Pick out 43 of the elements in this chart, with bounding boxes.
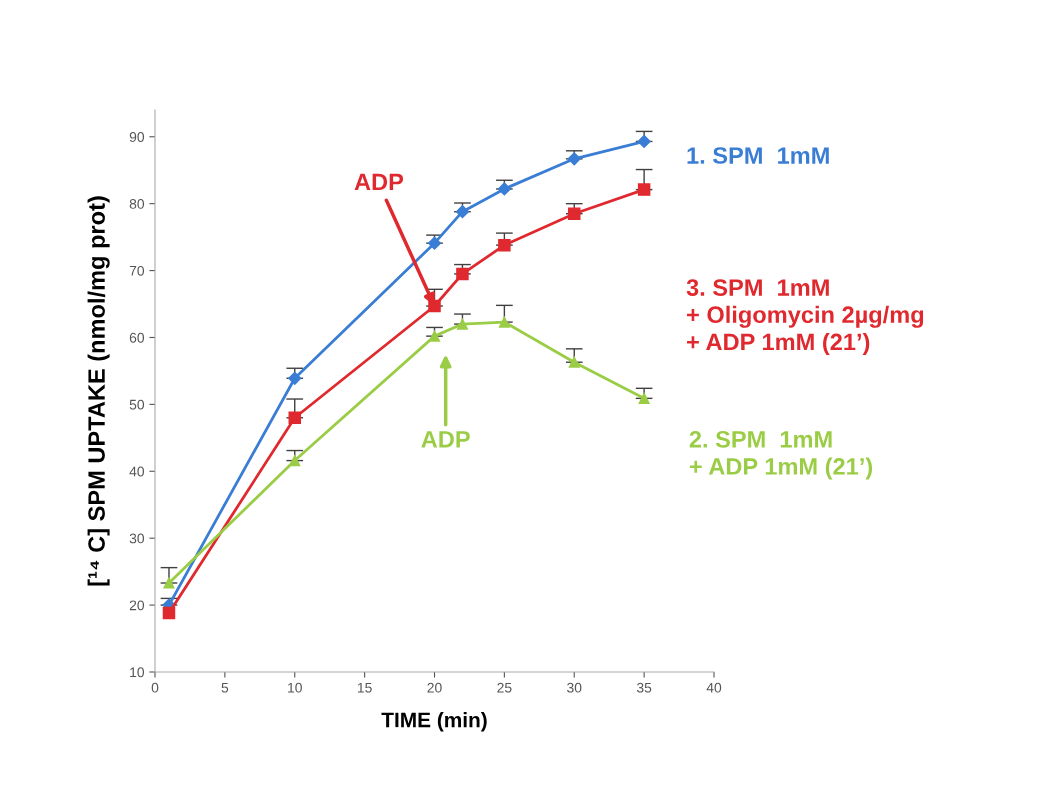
x-axis-title: TIME (min)	[381, 712, 487, 732]
y-tick-label: 60	[129, 332, 145, 343]
point	[455, 205, 470, 219]
y-tick-label: 50	[129, 399, 145, 410]
annotation: ADP	[354, 173, 404, 191]
point	[567, 152, 581, 166]
point	[498, 316, 510, 328]
y-tick-label: 90	[129, 132, 145, 142]
text: 2. SPM 1mM + ADP 1mM (21’)	[689, 430, 873, 480]
point	[163, 577, 175, 589]
x-tick-label: 15	[357, 682, 372, 693]
point	[288, 371, 302, 385]
y-axis-title: [¹⁴ C] SPM UPTAKE (nmol/mg prot)	[87, 196, 110, 586]
x-tick-label: 40	[706, 682, 722, 693]
x-tick-label: 20	[427, 682, 442, 693]
point	[497, 182, 511, 196]
point	[456, 267, 469, 281]
x-tick-label: 0	[151, 682, 159, 693]
point	[289, 455, 301, 467]
y-tick-label: 40	[129, 466, 145, 477]
x-tick-label: 35	[636, 682, 652, 693]
annotation: ADP	[421, 431, 470, 448]
x-tick-label: 5	[221, 682, 229, 693]
x-tick-label: 25	[497, 682, 512, 693]
point	[637, 134, 651, 149]
point	[638, 392, 650, 404]
point	[427, 236, 442, 250]
point	[568, 356, 580, 368]
point	[498, 238, 511, 252]
y-tick-label: 70	[129, 265, 145, 276]
point	[288, 411, 302, 425]
y-tick-label: 30	[129, 533, 145, 544]
series-label: 1. SPM 1mM	[687, 147, 829, 164]
y-tick-label: 80	[129, 199, 145, 209]
point	[456, 318, 469, 330]
y-tick-label: 10	[130, 667, 145, 678]
point	[637, 183, 651, 196]
x-tick-label: 30	[567, 682, 582, 693]
y-tick-label: 20	[129, 600, 145, 611]
text: 3. SPM 1mM + Oligomycin 2µg/mg + ADP 1mM (21’)	[686, 279, 924, 355]
point	[567, 207, 581, 220]
x-tick-label: 10	[288, 682, 302, 693]
point	[162, 606, 176, 620]
